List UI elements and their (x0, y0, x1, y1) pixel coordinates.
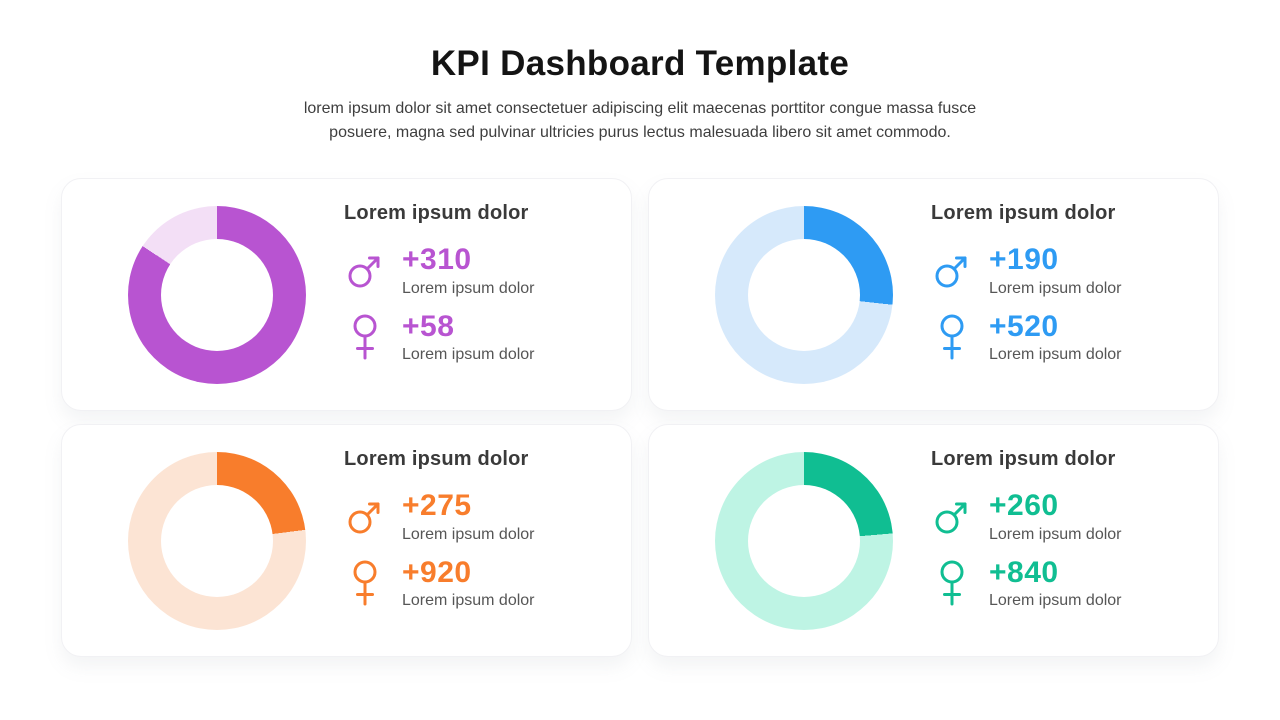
female-stat-value: +58 (402, 309, 455, 343)
female-icon (931, 560, 973, 608)
male-stat-label: Lorem ipsum dolor (402, 525, 535, 543)
donut-chart (128, 451, 306, 630)
female-stat: +920 Lorem ipsum dolor (344, 557, 535, 611)
kpi-card-2: Lorem ipsum dolor +190 Lorem ipsum dolor (648, 178, 1219, 412)
stat-text: +310 Lorem ipsum dolor (402, 244, 535, 298)
female-icon (344, 314, 386, 362)
kpi-cards-grid: Lorem ipsum dolor +310 Lorem ipsum dolor (61, 178, 1219, 658)
female-stat-label: Lorem ipsum dolor (402, 346, 535, 364)
card-title: Lorem ipsum dolor (344, 202, 529, 225)
card-title: Lorem ipsum dolor (344, 448, 529, 471)
page-subtitle: lorem ipsum dolor sit amet consectetuer … (0, 97, 1280, 145)
kpi-card-4: Lorem ipsum dolor +260 Lorem ipsum dolor (648, 424, 1219, 658)
stat-text: +260 Lorem ipsum dolor (989, 490, 1122, 544)
female-icon (931, 314, 973, 362)
male-stat: +190 Lorem ipsum dolor (931, 244, 1122, 298)
male-stat-label: Lorem ipsum dolor (989, 525, 1122, 543)
page-title: KPI Dashboard Template (430, 44, 850, 83)
page-subtitle-line-2: posuere, magna sed pulvinar ultricies pu… (329, 124, 951, 142)
male-icon (344, 247, 386, 295)
donut-hole (161, 238, 273, 351)
donut-hole (161, 484, 273, 597)
kpi-card-1: Lorem ipsum dolor +310 Lorem ipsum dolor (61, 178, 632, 412)
female-stat: +840 Lorem ipsum dolor (931, 557, 1122, 611)
male-icon (931, 247, 973, 295)
male-stat-value: +190 (989, 243, 1059, 277)
female-stat-label: Lorem ipsum dolor (989, 592, 1122, 610)
female-stat: +520 Lorem ipsum dolor (931, 311, 1122, 365)
male-stat-label: Lorem ipsum dolor (989, 279, 1122, 297)
stat-text: +840 Lorem ipsum dolor (989, 557, 1122, 611)
male-icon (344, 493, 386, 541)
female-stat-value: +920 (402, 555, 472, 589)
female-icon (344, 560, 386, 608)
female-stat-label: Lorem ipsum dolor (402, 592, 535, 610)
card-body: Lorem ipsum dolor +310 Lorem ipsum dolor (344, 179, 535, 410)
male-stat: +260 Lorem ipsum dolor (931, 490, 1122, 544)
donut-chart (128, 205, 306, 384)
stat-text: +58 Lorem ipsum dolor (402, 311, 535, 365)
male-stat: +310 Lorem ipsum dolor (344, 244, 535, 298)
stat-text: +520 Lorem ipsum dolor (989, 311, 1122, 365)
male-stat-value: +310 (402, 243, 472, 277)
page-subtitle-line-1: lorem ipsum dolor sit amet consectetuer … (303, 100, 977, 118)
donut-chart (715, 205, 893, 384)
stat-text: +275 Lorem ipsum dolor (402, 490, 535, 544)
male-stat-label: Lorem ipsum dolor (402, 279, 535, 297)
page-header: KPI Dashboard Template lorem ipsum dolor… (0, 0, 1280, 145)
stat-text: +920 Lorem ipsum dolor (402, 557, 535, 611)
female-stat-label: Lorem ipsum dolor (989, 346, 1122, 364)
donut-hole (748, 484, 860, 597)
card-body: Lorem ipsum dolor +260 Lorem ipsum dolor (931, 425, 1122, 656)
female-stat-value: +520 (989, 309, 1059, 343)
card-title: Lorem ipsum dolor (931, 202, 1116, 225)
female-stat: +58 Lorem ipsum dolor (344, 311, 535, 365)
kpi-card-3: Lorem ipsum dolor +275 Lorem ipsum dolor (61, 424, 632, 658)
male-stat-value: +275 (402, 489, 472, 523)
male-stat: +275 Lorem ipsum dolor (344, 490, 535, 544)
card-body: Lorem ipsum dolor +275 Lorem ipsum dolor (344, 425, 535, 656)
donut-chart (715, 451, 893, 630)
stat-text: +190 Lorem ipsum dolor (989, 244, 1122, 298)
male-icon (931, 493, 973, 541)
male-stat-value: +260 (989, 489, 1059, 523)
donut-hole (748, 238, 860, 351)
card-body: Lorem ipsum dolor +190 Lorem ipsum dolor (931, 179, 1122, 410)
female-stat-value: +840 (989, 555, 1059, 589)
card-title: Lorem ipsum dolor (931, 448, 1116, 471)
